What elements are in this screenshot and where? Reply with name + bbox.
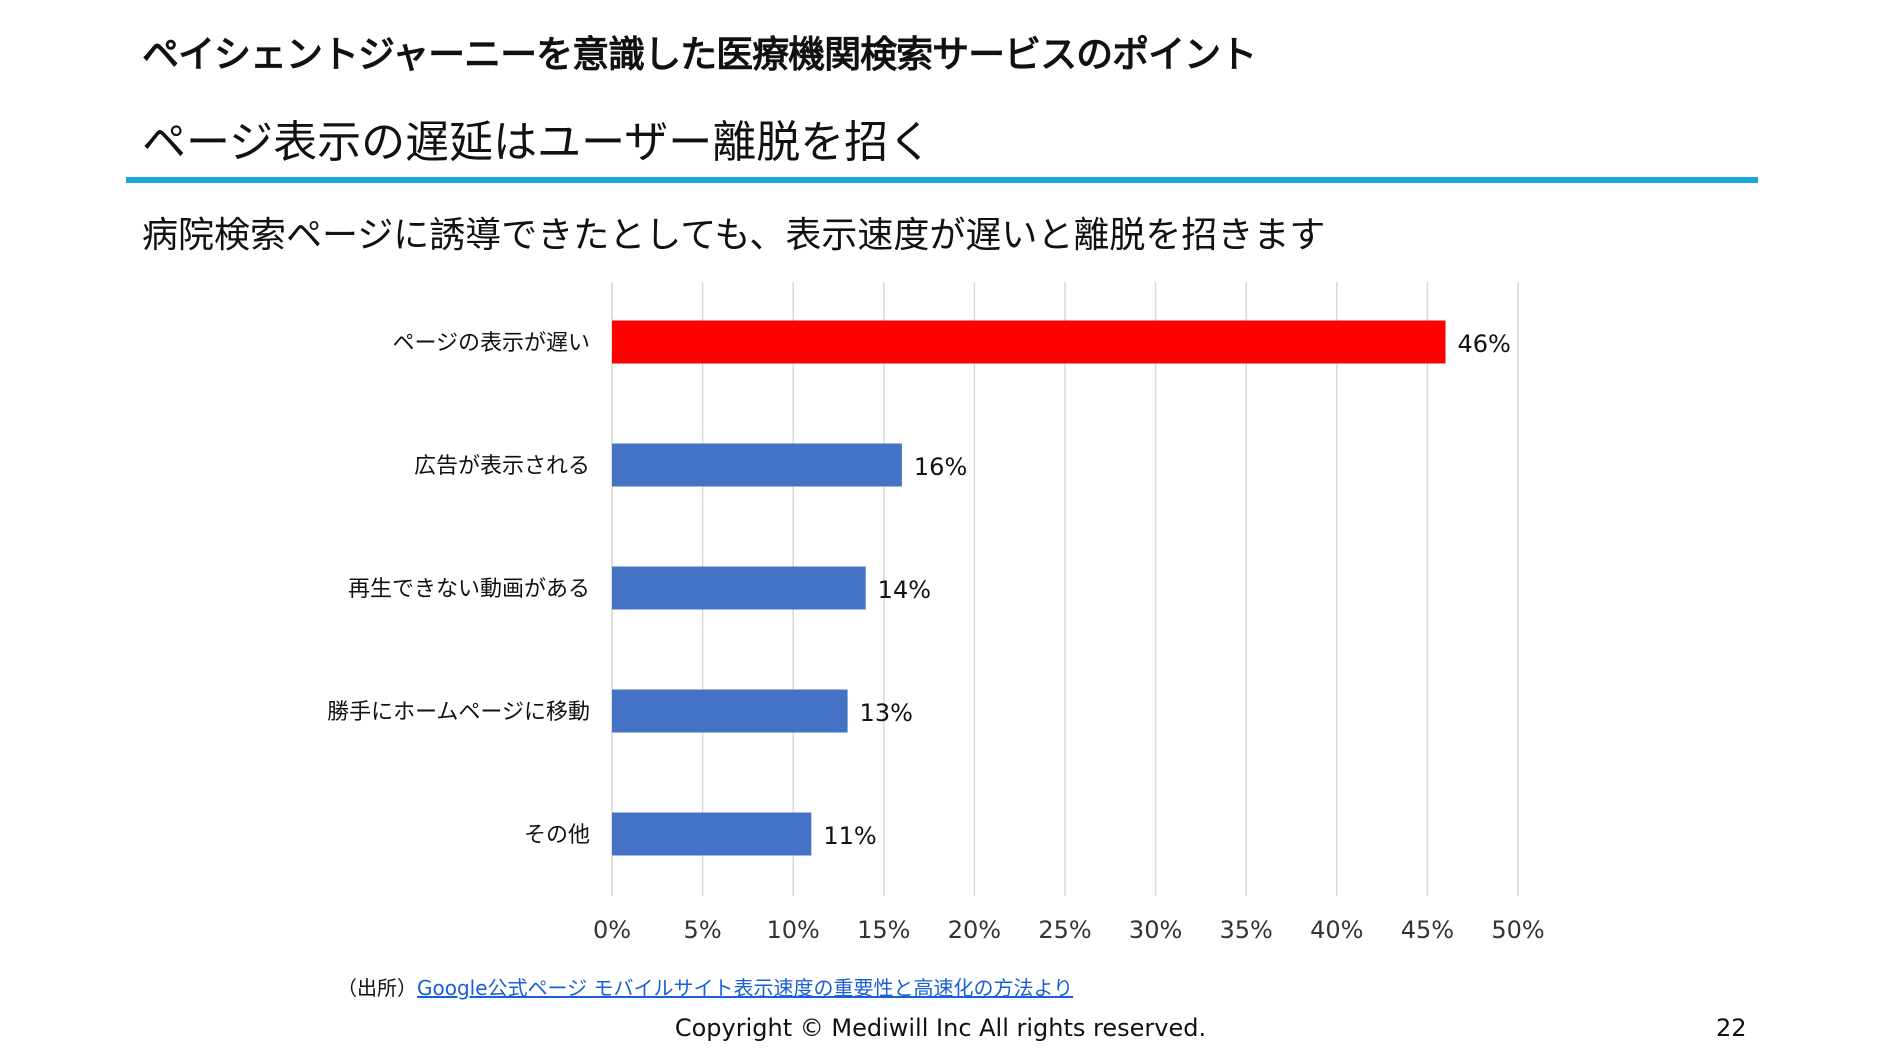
value-labels: 46% 16% 14% 13% 11% <box>823 330 1511 850</box>
x-tick-label: 10% <box>767 916 820 944</box>
data-label: 46% <box>1458 330 1511 358</box>
page-title: ペイシェントジャーニーを意識した医療機関検索サービスのポイント <box>142 33 1257 76</box>
x-tick-label: 5% <box>684 916 722 944</box>
x-tick-label: 40% <box>1310 916 1363 944</box>
bar-chart: ページの表示が遅い広告が表示される再生できない動画がある勝手にホームページに移動… <box>327 282 1545 944</box>
page-number: 22 <box>1716 1014 1747 1042</box>
category-label: 勝手にホームページに移動 <box>327 700 590 725</box>
x-tick-label: 15% <box>857 916 910 944</box>
bar <box>612 566 866 610</box>
chart-bars <box>612 320 1446 856</box>
data-label: 11% <box>823 822 876 850</box>
category-label: ページの表示が遅い <box>392 331 590 356</box>
x-tick-label: 25% <box>1038 916 1091 944</box>
data-label: 16% <box>914 453 967 481</box>
x-tick-label: 50% <box>1491 916 1544 944</box>
bar <box>612 812 812 856</box>
category-label: 広告が表示される <box>414 454 590 479</box>
copyright-text: Copyright © Mediwill Inc All rights rese… <box>674 1014 1207 1042</box>
bar <box>612 443 902 487</box>
bar <box>612 689 848 733</box>
x-tick-label: 0% <box>593 916 631 944</box>
x-axis-tick-labels: 0% 5% 10% 15% 20% 25% 30% 35% 40% 45% 50% <box>593 916 1545 944</box>
source-note: （出所）Google公式ページ モバイルサイト表示速度の重要性と高速化の方法より <box>337 972 1073 1001</box>
x-tick-label: 20% <box>948 916 1001 944</box>
page-subtitle: ページ表示の遅延はユーザー離脱を招く <box>142 117 933 168</box>
category-label: 再生できない動画がある <box>348 577 590 602</box>
title-divider <box>126 177 1758 183</box>
category-label: その他 <box>524 823 590 848</box>
bar <box>612 320 1446 364</box>
data-label: 13% <box>860 699 913 727</box>
x-tick-label: 35% <box>1220 916 1273 944</box>
data-label: 14% <box>878 576 931 604</box>
category-labels: ページの表示が遅い広告が表示される再生できない動画がある勝手にホームページに移動… <box>327 331 590 848</box>
source-prefix: （出所） <box>337 976 417 1000</box>
lead-text: 病院検索ページに誘導できたとしても、表示速度が遅いと離脱を招きます <box>142 215 1326 256</box>
grid-lines <box>611 282 1519 896</box>
x-tick-label: 30% <box>1129 916 1182 944</box>
source-link[interactable]: Google公式ページ モバイルサイト表示速度の重要性と高速化の方法より <box>417 976 1074 1000</box>
x-tick-label: 45% <box>1401 916 1454 944</box>
